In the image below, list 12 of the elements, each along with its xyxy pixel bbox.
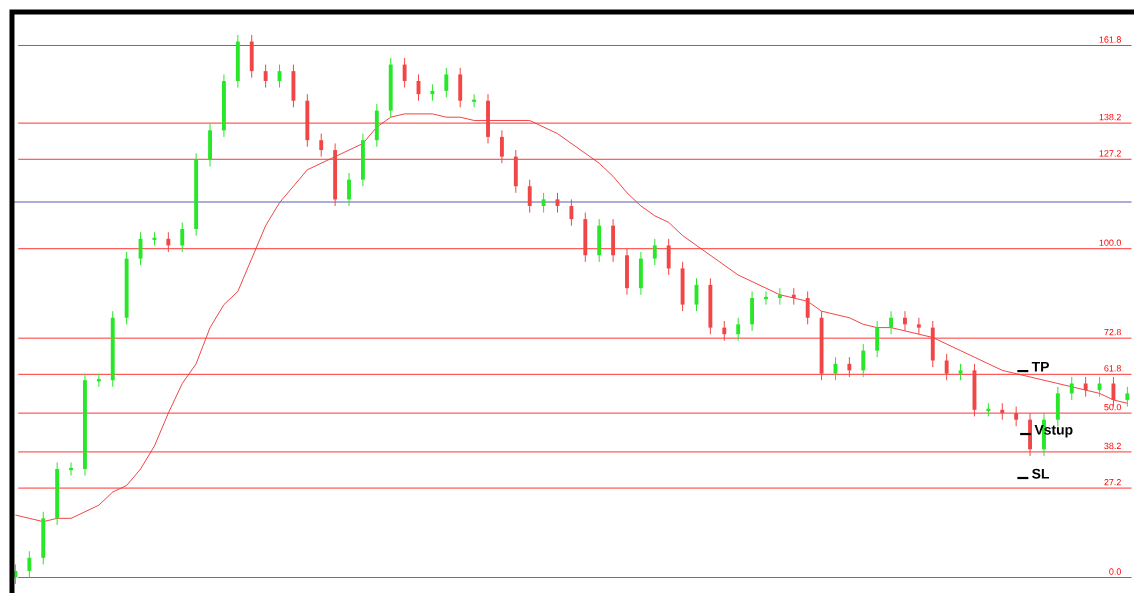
y-tick-label: 0.0 — [1109, 568, 1121, 575]
y-tick-label: 50.0 — [1104, 403, 1121, 411]
annotation: TP — [1031, 361, 1049, 372]
annotation: SL — [1032, 468, 1050, 479]
y-tick-label: 138.2 — [1099, 113, 1121, 121]
y-tick-label: 61.8 — [1104, 365, 1121, 372]
y-tick-label: 38.2 — [1104, 442, 1121, 450]
y-tick-label: 72.8 — [1104, 328, 1121, 336]
y-tick-label: 127.2 — [1099, 150, 1121, 157]
y-tick-label: 27.2 — [1104, 478, 1121, 486]
y-tick-label: 100.0 — [1099, 239, 1121, 246]
y-tick-label: 161.8 — [1099, 36, 1121, 43]
